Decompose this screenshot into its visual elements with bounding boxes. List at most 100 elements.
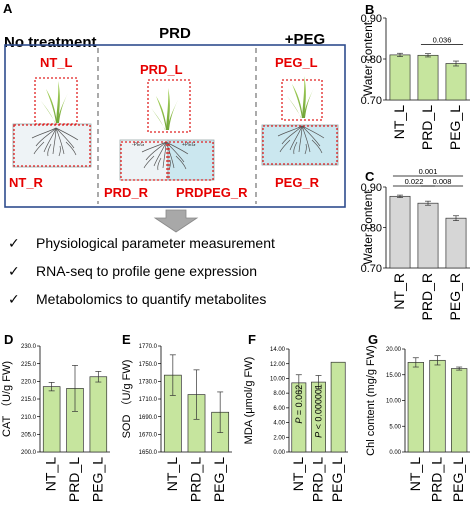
panel-g-chart: G 0.00 5.00 10.00 15.00 20.00 Chl content (mg/… [365, 332, 470, 502]
peg-plant [261, 76, 339, 166]
tag-plus-peg: +PEG [182, 142, 196, 148]
panel-c-letter: C [365, 169, 375, 184]
panel-f-letter: F [248, 332, 256, 347]
label-nt-l: NT_L [40, 55, 73, 70]
y-tick-label: 2.00 [273, 435, 285, 441]
panel-b-letter: B [365, 2, 374, 17]
bar-peg-l [445, 63, 467, 101]
y-tick-label: 225.0 [21, 362, 37, 368]
y-tick-label: 215.0 [21, 397, 37, 403]
y-tick-label: 0.00 [389, 450, 401, 456]
bar-peg-l [451, 368, 468, 453]
bar-peg-r [445, 217, 467, 269]
y-tick-label: 220.0 [21, 379, 37, 385]
y-tick-label: 1690.0 [139, 415, 158, 421]
panel-d-letter: D [4, 332, 13, 347]
label-peg-l: PEG_L [275, 55, 318, 70]
in-bar-p-value: P = 0.062 [294, 385, 304, 424]
header-plus-peg: +PEG [285, 31, 325, 48]
bullet-physiology: ✓ Physiological parameter measurement [8, 235, 275, 252]
category-label: PEG_L [89, 457, 105, 502]
checkmark-icon: ✓ [8, 263, 20, 279]
peg-root-box [262, 125, 338, 165]
category-label: PRD_L [429, 457, 445, 502]
category-label: PRD_L [66, 457, 82, 502]
y-tick-label: 15.00 [386, 373, 402, 379]
bullet-text-metabolomics: Metabolomics to quantify metabolites [36, 291, 267, 307]
prd-plant: -PEG +PEG [119, 79, 215, 181]
category-label: PRD_R [419, 273, 435, 320]
category-label: PEG_L [450, 457, 466, 502]
y-tick-label: 210.0 [21, 415, 37, 421]
y-tick-label: 10.00 [386, 399, 402, 405]
bullet-metabolomics: ✓ Metabolomics to quantify metabolites [8, 291, 266, 308]
category-label: PEG_L [211, 457, 227, 502]
y-tick-label: 0.90 [361, 13, 382, 25]
bar-nt-r [389, 195, 411, 269]
bullet-text-rnaseq: RNA-seq to profile gene expression [36, 263, 258, 279]
y-tick-label: 14.00 [270, 347, 286, 353]
panel-a-letter: A [3, 1, 13, 16]
in-bar-p-value: P < 0.000001 [314, 384, 324, 438]
y-tick-label: 230.0 [21, 344, 37, 350]
category-label: NT_L [43, 457, 59, 491]
y-axis-label: SOD （U/g FW) [120, 360, 133, 439]
y-tick-label: 5.00 [389, 424, 401, 430]
y-tick-label: 8.00 [273, 391, 285, 397]
nt-plant [12, 77, 92, 168]
checkmark-icon: ✓ [8, 291, 20, 307]
y-tick-label: 6.00 [273, 406, 285, 412]
category-label: PRD_L [188, 457, 204, 502]
y-tick-label: 4.00 [273, 421, 285, 427]
y-tick-label: 1730.0 [139, 379, 158, 385]
category-label: PRD_L [419, 105, 435, 150]
y-tick-label: 0.00 [273, 450, 285, 456]
bar-nt-l [407, 362, 424, 453]
panel-e-letter: E [122, 332, 131, 347]
y-tick-label: 0.70 [361, 95, 382, 107]
y-tick-label: 20.00 [386, 347, 402, 353]
y-tick-label: 12.00 [270, 362, 286, 368]
category-label: PEG_R [447, 273, 463, 320]
panel-f-chart: F 0.00 2.00 4.00 6.00 8.00 10.00 12.00 14.00 MDA … [243, 332, 348, 502]
category-label: NT_L [164, 457, 180, 491]
prd-leaf-box [147, 79, 191, 133]
category-label: NT_R [391, 273, 407, 310]
y-tick-label: 0.70 [361, 263, 382, 275]
category-label: PEG_L [329, 457, 345, 502]
y-tick-label: 205.0 [21, 432, 37, 438]
checkmark-icon: ✓ [8, 235, 20, 251]
panel-g-letter: G [368, 332, 378, 347]
label-prd-r: PRD_R [104, 185, 149, 200]
p-value-label: 0.036 [433, 36, 452, 45]
p-value-label: 0.001 [419, 167, 438, 176]
peg-leaf-box [281, 79, 323, 121]
y-axis-label: Water content [361, 190, 375, 265]
bar-nt-l [42, 386, 61, 453]
bar-nt-l [389, 54, 411, 101]
y-tick-label: 1750.0 [139, 362, 158, 368]
y-tick-label: 0.80 [361, 54, 382, 66]
y-tick-label: 1650.0 [139, 450, 158, 456]
panel-a: A No treatment PRD +PEG NT_L NT_R -PEG +… [3, 1, 346, 233]
y-axis-label: Chl content (mg/g FW) [365, 345, 377, 456]
y-tick-label: 1770.0 [139, 344, 158, 350]
label-prd-l: PRD_L [140, 62, 183, 77]
category-label: NT_L [407, 457, 423, 491]
category-label: NT_L [391, 105, 407, 139]
category-label: PRD_L [310, 457, 326, 502]
y-axis-label: MDA (μmol/g FW) [243, 357, 255, 445]
nt-leaf-box [34, 77, 78, 125]
y-tick-label: 1710.0 [139, 397, 158, 403]
y-tick-label: 0.80 [361, 222, 382, 234]
panel-e-chart: E 1650.0 1670.0 1690.0 1710.0 1730.0 1750.0 177… [120, 332, 232, 502]
y-tick-label: 0.90 [361, 182, 382, 194]
category-label: NT_L [290, 457, 306, 491]
bullet-text-physiology: Physiological parameter measurement [36, 235, 275, 251]
y-axis-label: CAT （U/g FW) [0, 361, 13, 437]
p-value-label: 0.008 [433, 177, 452, 186]
nt-root-box [13, 124, 91, 167]
